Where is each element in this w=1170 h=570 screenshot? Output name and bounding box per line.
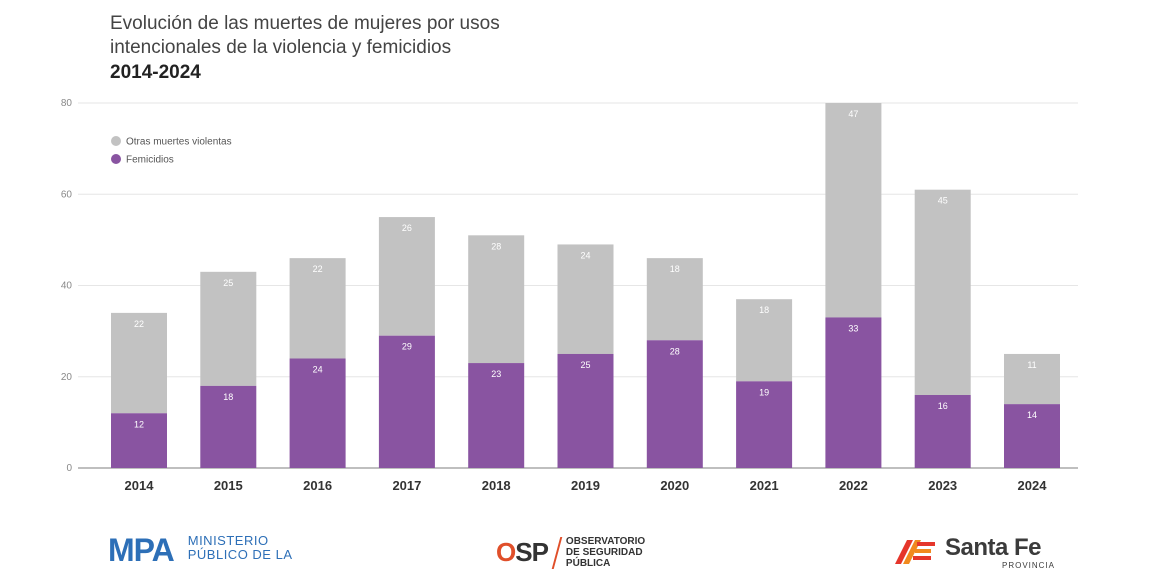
bar-otras-2020: [646, 258, 703, 341]
bar-otras-2019: [557, 244, 614, 354]
x-tick-label-2020: 2020: [660, 478, 689, 493]
title-years: 2014-2024: [110, 62, 201, 83]
x-tick-label-2014: 2014: [125, 478, 155, 493]
data-label-femicidios-2014: 12: [134, 419, 144, 429]
data-label-otras-2017: 26: [402, 223, 412, 233]
bar-femicidios-2021: [736, 381, 793, 468]
bar-otras-2014: [111, 312, 167, 414]
bar-otras-2022: [825, 103, 882, 318]
data-label-otras-2014: 22: [134, 319, 144, 329]
data-label-otras-2015: 25: [223, 278, 233, 288]
bar-femicidios-2014: [111, 413, 167, 468]
bar-femicidios-2020: [646, 340, 703, 468]
mpa-logo-mark: MPA: [108, 532, 175, 568]
santa-fe-provincia: PROVINCIA: [1002, 561, 1056, 570]
mpa-logo: MPA MINISTERIO PÚBLICO DE LA: [108, 532, 293, 568]
bar-femicidios-2022: [825, 317, 882, 468]
santa-fe-logo: Santa Fe: [893, 534, 1042, 568]
y-tick-label-20: 20: [61, 372, 73, 383]
mpa-line-1: MINISTERIO: [187, 533, 269, 548]
bar-otras-2015: [200, 271, 257, 386]
x-tick-label-2022: 2022: [839, 478, 868, 493]
x-tick-label-2018: 2018: [482, 478, 511, 493]
santa-fe-text: Santa Fe: [945, 534, 1042, 562]
data-label-femicidios-2019: 25: [580, 360, 590, 370]
data-label-femicidios-2021: 19: [759, 387, 769, 397]
title-line-1: Evolución de las muertes de mujeres por …: [110, 13, 500, 34]
x-tick-label-2023: 2023: [928, 478, 957, 493]
y-tick-label-80: 80: [61, 98, 73, 109]
legend-marker-0: [111, 136, 121, 146]
data-label-otras-2021: 18: [759, 305, 769, 315]
data-label-femicidios-2024: 14: [1027, 410, 1037, 420]
x-tick-label-2017: 2017: [392, 478, 421, 493]
data-label-otras-2024: 11: [1027, 360, 1036, 370]
data-label-otras-2020: 18: [670, 264, 680, 274]
data-label-femicidios-2017: 29: [402, 342, 412, 352]
bar-femicidios-2019: [557, 353, 614, 468]
osp-logo: OSP OBSERVATORIO DE SEGURIDAD PÚBLICA: [496, 536, 645, 569]
bar-otras-2024: [1004, 353, 1060, 405]
osp-line-2: DE SEGURIDAD: [565, 547, 643, 558]
osp-mark-o: O: [496, 537, 516, 567]
legend-label-0: Otras muertes violentas: [126, 137, 232, 148]
data-label-femicidios-2023: 16: [938, 401, 948, 411]
osp-separator: [551, 536, 563, 569]
title-line-2: intencionales de la violencia y femicidi…: [110, 37, 452, 58]
osp-line-1: OBSERVATORIO: [565, 536, 646, 547]
data-label-femicidios-2016: 24: [313, 365, 323, 375]
osp-logo-text: OBSERVATORIO DE SEGURIDAD PÚBLICA: [566, 536, 645, 569]
data-label-otras-2022: 47: [848, 109, 858, 119]
osp-line-3: PÚBLICA: [565, 558, 611, 569]
chart-title: Evolución de las muertes de mujeres por …: [110, 12, 500, 86]
x-tick-label-2021: 2021: [750, 478, 779, 493]
stacked-bar-chart: 0 20 40 60 80 22 12 2014 25 18 2015 22 24 2016 26 29 201…: [61, 98, 1078, 493]
osp-mark-rest: SP: [515, 537, 549, 567]
santa-fe-flag-icon: [895, 540, 935, 564]
x-tick-label-2019: 2019: [571, 478, 600, 493]
mpa-line-2: PÚBLICO DE LA: [187, 547, 293, 562]
y-tick-label-40: 40: [61, 281, 73, 292]
bar-otras-2017: [378, 217, 435, 336]
data-label-otras-2023: 45: [938, 196, 948, 206]
santa-fe-name: Santa Fe: [945, 534, 1042, 561]
data-label-femicidios-2015: 18: [223, 392, 233, 402]
y-tick-label-0: 0: [66, 463, 72, 474]
data-label-femicidios-2020: 28: [670, 346, 680, 356]
data-label-femicidios-2018: 23: [491, 369, 501, 379]
data-label-femicidios-2022: 33: [848, 323, 858, 333]
legend-marker-1: [111, 154, 121, 164]
mpa-logo-text: MINISTERIO PÚBLICO DE LA: [188, 534, 293, 562]
bar-otras-2018: [468, 235, 525, 364]
bar-femicidios-2023: [914, 395, 971, 468]
footer-logos: MPA MINISTERIO PÚBLICO DE LA OSP OBSERVA…: [0, 528, 1170, 570]
legend-label-1: Femicidios: [126, 155, 174, 166]
bar-femicidios-2018: [468, 363, 525, 468]
data-label-otras-2019: 24: [580, 250, 590, 260]
osp-logo-mark: OSP: [496, 537, 549, 568]
bar-otras-2021: [736, 299, 793, 382]
bar-femicidios-2016: [289, 358, 346, 468]
x-tick-label-2015: 2015: [214, 478, 243, 493]
bar-femicidios-2024: [1004, 404, 1060, 468]
x-tick-label-2016: 2016: [303, 478, 332, 493]
bar-otras-2016: [289, 258, 346, 359]
bar-femicidios-2017: [378, 335, 435, 468]
y-tick-label-60: 60: [61, 189, 73, 200]
bar-otras-2023: [914, 189, 971, 395]
x-tick-label-2024: 2024: [1018, 478, 1048, 493]
bar-femicidios-2015: [200, 385, 257, 468]
data-label-otras-2018: 28: [491, 241, 501, 251]
data-label-otras-2016: 22: [313, 264, 323, 274]
